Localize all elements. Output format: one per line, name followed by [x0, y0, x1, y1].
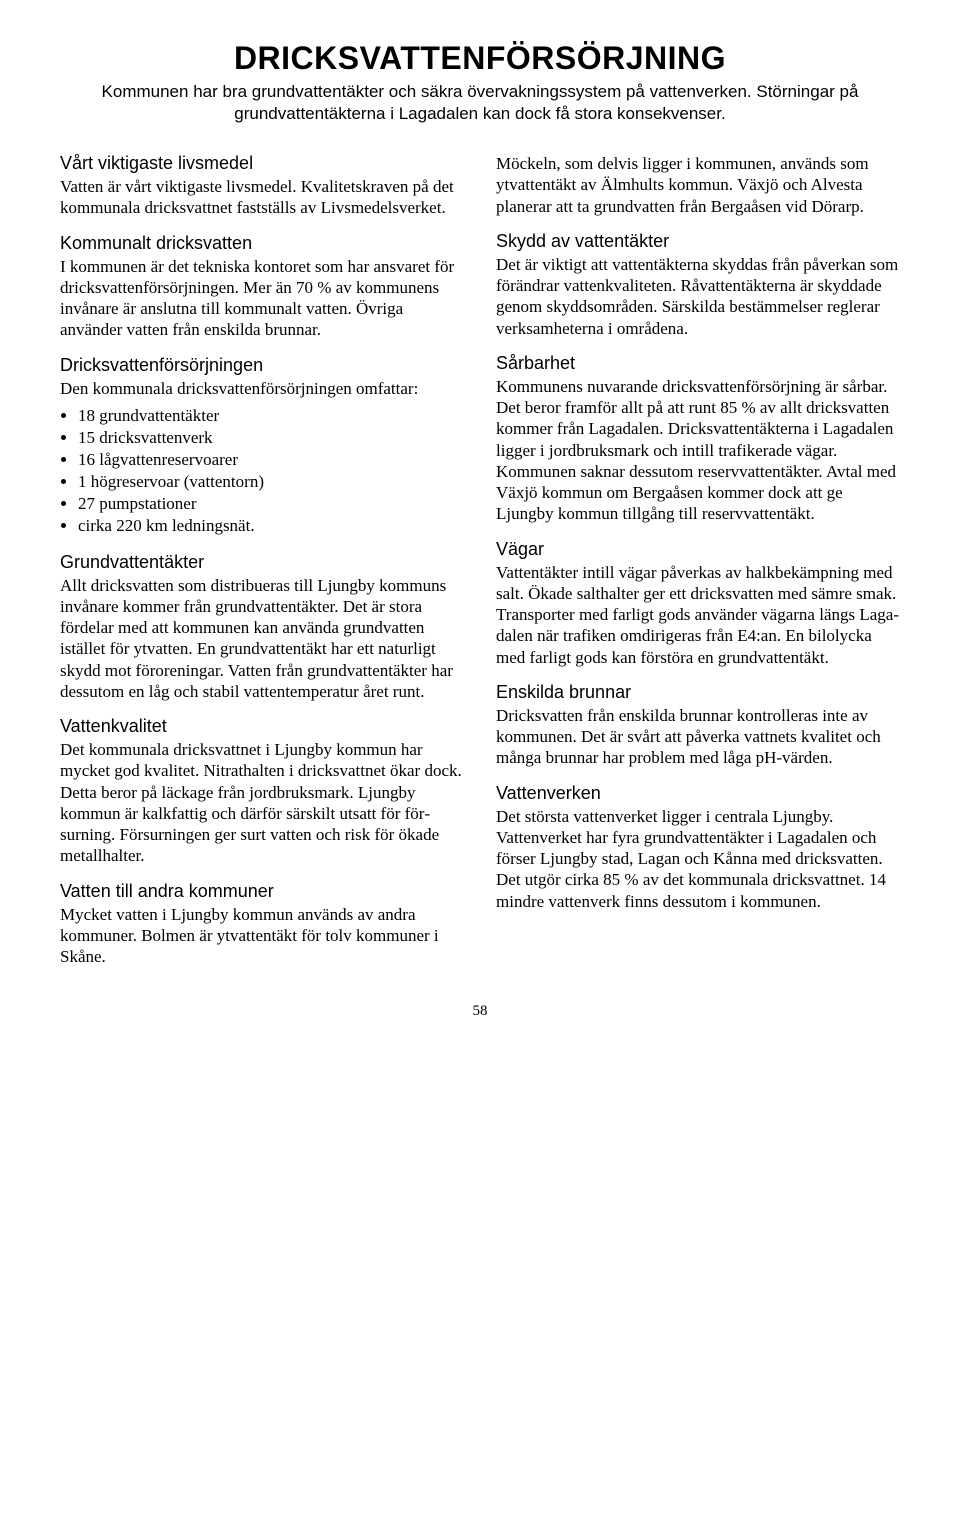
- left-column: Vårt viktigaste livsmedel Vatten är vårt…: [60, 153, 464, 973]
- list-item: 15 dricksvattenverk: [78, 427, 464, 449]
- heading-kommunalt: Kommunalt dricksvatten: [60, 233, 464, 254]
- para-vattenverken: Det största vattenverket ligger i centra…: [496, 806, 900, 912]
- supply-list: 18 grundvattentäkter 15 dricksvattenverk…: [60, 405, 464, 538]
- page-number: 58: [60, 1003, 900, 1020]
- para-sarbarhet: Kommunens nuvarande dricksvattenförsörj­…: [496, 376, 900, 525]
- subtitle: Kommunen har bra grundvattentäkter och s…: [60, 81, 900, 125]
- heading-grundvatten: Grundvattentäkter: [60, 552, 464, 573]
- para-forsorjningen-intro: Den kommunala dricksvattenförsörjningen …: [60, 378, 464, 399]
- heading-andra-kommuner: Vatten till andra kommuner: [60, 881, 464, 902]
- main-title: DRICKSVATTENFÖRSÖRJNING: [60, 40, 900, 77]
- document-page: DRICKSVATTENFÖRSÖRJNING Kommunen har bra…: [0, 0, 960, 1050]
- heading-forsorjningen: Dricksvattenförsörjningen: [60, 355, 464, 376]
- para-kommunalt: I kommunen är det tekniska kontoret som …: [60, 256, 464, 341]
- list-item: 16 lågvattenreservoarer: [78, 449, 464, 471]
- list-item: 27 pumpstationer: [78, 493, 464, 515]
- heading-vagar: Vägar: [496, 539, 900, 560]
- para-grundvatten: Allt dricksvatten som distribueras till …: [60, 575, 464, 703]
- heading-livsmedel: Vårt viktigaste livsmedel: [60, 153, 464, 174]
- heading-vattenverken: Vattenverken: [496, 783, 900, 804]
- heading-skydd: Skydd av vattentäkter: [496, 231, 900, 252]
- two-column-layout: Vårt viktigaste livsmedel Vatten är vårt…: [60, 153, 900, 973]
- right-column: Möckeln, som delvis ligger i kommunen, a…: [496, 153, 900, 973]
- list-item: cirka 220 km ledningsnät.: [78, 515, 464, 537]
- heading-vattenkvalitet: Vattenkvalitet: [60, 716, 464, 737]
- para-vagar: Vattentäkter intill vägar påverkas av ha…: [496, 562, 900, 668]
- heading-sarbarhet: Sårbarhet: [496, 353, 900, 374]
- para-enskilda: Dricksvatten från enskilda brunnar kontr…: [496, 705, 900, 769]
- para-skydd: Det är viktigt att vattentäkterna skydda…: [496, 254, 900, 339]
- para-vattenkvalitet: Det kommunala dricksvattnet i Ljungby ko…: [60, 739, 464, 867]
- para-andra-kommuner: Mycket vatten i Ljungby kommun används a…: [60, 904, 464, 968]
- para-livsmedel: Vatten är vårt viktigaste livsmedel. Kva…: [60, 176, 464, 219]
- heading-enskilda: Enskilda brunnar: [496, 682, 900, 703]
- list-item: 18 grundvattentäkter: [78, 405, 464, 427]
- para-mockeln: Möckeln, som delvis ligger i kommunen, a…: [496, 153, 900, 217]
- list-item: 1 högreservoar (vattentorn): [78, 471, 464, 493]
